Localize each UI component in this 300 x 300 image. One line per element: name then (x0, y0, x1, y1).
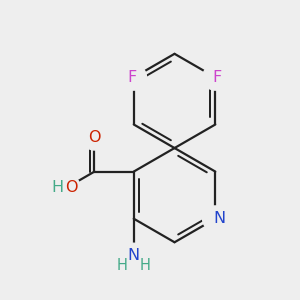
Text: N: N (128, 248, 140, 263)
Text: H: H (116, 258, 128, 273)
Circle shape (202, 64, 228, 90)
Text: H: H (51, 180, 64, 195)
Circle shape (121, 243, 146, 269)
Text: F: F (127, 70, 136, 85)
Circle shape (82, 124, 107, 150)
Text: O: O (88, 130, 101, 145)
Circle shape (121, 64, 146, 90)
Circle shape (202, 206, 228, 232)
Text: H: H (140, 258, 151, 273)
Circle shape (55, 175, 80, 200)
Text: N: N (213, 211, 225, 226)
Text: O: O (65, 180, 77, 195)
Text: F: F (213, 70, 222, 85)
